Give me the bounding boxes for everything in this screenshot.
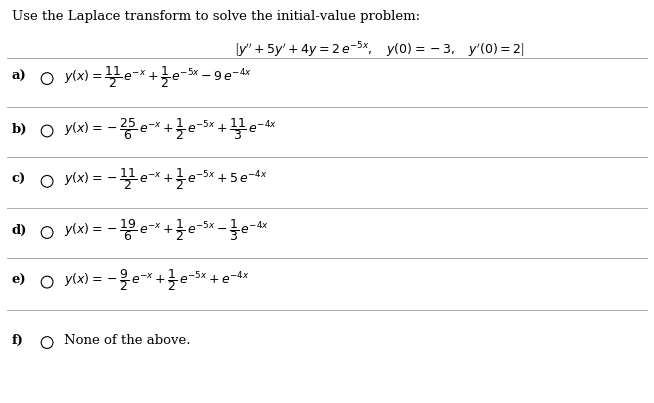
Text: $y(x)=-\dfrac{11}{2}\,e^{-x}+\dfrac{1}{2}\,e^{-5x}+5\,e^{-4x}$: $y(x)=-\dfrac{11}{2}\,e^{-x}+\dfrac{1}{2… — [64, 166, 267, 192]
Text: f): f) — [12, 334, 24, 347]
Text: $y(x)=\dfrac{11}{2}\,e^{-x}+\dfrac{1}{2}\,e^{-5x}-9\,e^{-4x}$: $y(x)=\dfrac{11}{2}\,e^{-x}+\dfrac{1}{2}… — [64, 64, 252, 89]
Text: e): e) — [12, 274, 26, 287]
Text: None of the above.: None of the above. — [64, 334, 190, 347]
Text: $y(x)=-\dfrac{19}{6}\,e^{-x}+\dfrac{1}{2}\,e^{-5x}-\dfrac{1}{3}\,e^{-4x}$: $y(x)=-\dfrac{19}{6}\,e^{-x}+\dfrac{1}{2… — [64, 218, 269, 243]
Text: $y(x)=-\dfrac{25}{6}\,e^{-x}+\dfrac{1}{2}\,e^{-5x}+\dfrac{11}{3}\,e^{-4x}$: $y(x)=-\dfrac{25}{6}\,e^{-x}+\dfrac{1}{2… — [64, 116, 277, 142]
Text: $\left[y^{\prime\prime}+5y^{\prime}+4y=2\,e^{-5x},\quad y(0)=-3,\quad y^{\prime}: $\left[y^{\prime\prime}+5y^{\prime}+4y=2… — [234, 40, 525, 60]
Text: b): b) — [12, 123, 27, 135]
Text: d): d) — [12, 224, 27, 237]
Text: Use the Laplace transform to solve the initial-value problem:: Use the Laplace transform to solve the i… — [12, 10, 420, 23]
Text: $y(x)=-\dfrac{9}{2}\,e^{-x}+\dfrac{1}{2}\,e^{-5x}+e^{-4x}$: $y(x)=-\dfrac{9}{2}\,e^{-x}+\dfrac{1}{2}… — [64, 267, 250, 293]
Text: a): a) — [12, 70, 27, 83]
Text: c): c) — [12, 173, 26, 186]
